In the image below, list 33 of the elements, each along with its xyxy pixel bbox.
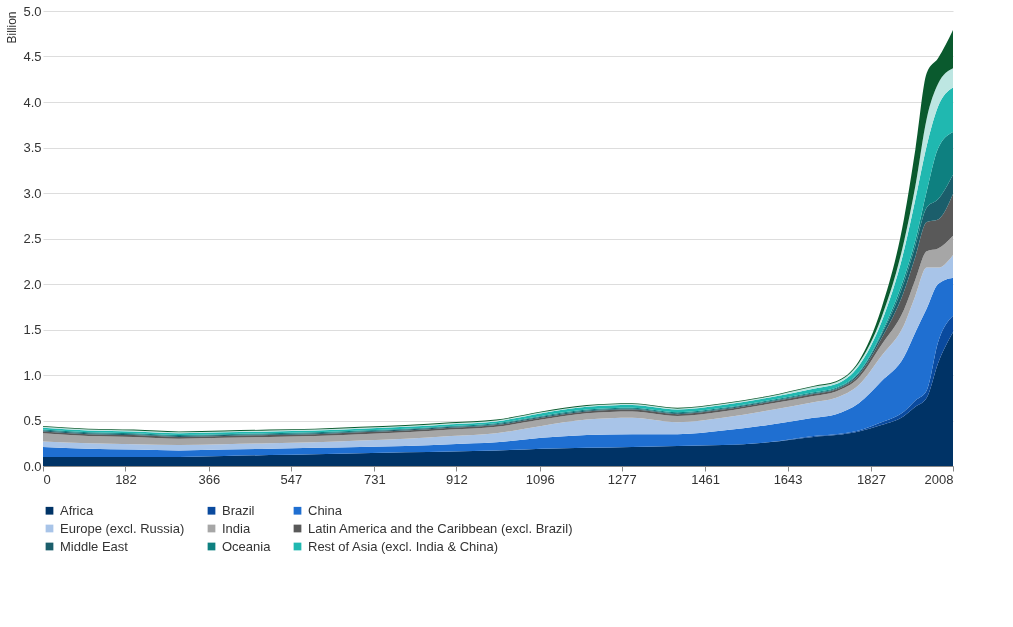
x-tick-label: 547 bbox=[280, 471, 303, 487]
y-tick-label: 3.0 bbox=[23, 185, 42, 201]
x-tick-label: 1277 bbox=[607, 471, 637, 487]
x-tick-label: 1096 bbox=[525, 471, 555, 487]
y-tick-label: 0.0 bbox=[23, 458, 42, 474]
x-tick-label: 912 bbox=[445, 471, 468, 487]
legend-label: Middle East bbox=[60, 538, 129, 554]
legend-label: Rest of Asia (excl. India & China) bbox=[308, 538, 499, 554]
legend-label: Oceania bbox=[222, 538, 272, 554]
legend-label: China bbox=[308, 502, 343, 518]
y-tick-label: 3.5 bbox=[23, 140, 42, 155]
y-tick-label: 0.5 bbox=[23, 413, 42, 428]
legend-label: India bbox=[222, 520, 251, 536]
y-tick-label: 2.0 bbox=[23, 276, 42, 292]
x-tick-label: 1827 bbox=[857, 471, 886, 487]
x-tick-label: 0 bbox=[43, 471, 51, 487]
y-axis-title: Billion bbox=[5, 11, 20, 44]
x-tick-label: 1461 bbox=[691, 471, 721, 487]
legend-label: Brazil bbox=[222, 502, 255, 518]
x-tick-label: 731 bbox=[363, 471, 386, 487]
legend-label: Latin America and the Caribbean (excl. Brazil) bbox=[308, 520, 573, 536]
x-tick-label: 366 bbox=[198, 471, 221, 487]
x-tick-label: 182 bbox=[115, 471, 137, 487]
x-tick-label: 2008 bbox=[924, 471, 954, 487]
legend-label: Africa bbox=[60, 502, 94, 518]
y-tick-label: 5.0 bbox=[23, 3, 42, 19]
x-tick-label: 1643 bbox=[773, 471, 803, 487]
y-tick-label: 4.0 bbox=[23, 94, 42, 110]
y-tick-label: 1.5 bbox=[23, 322, 42, 337]
y-tick-label: 1.0 bbox=[23, 367, 42, 383]
y-tick-label: 2.5 bbox=[23, 231, 42, 246]
y-tick-label: 4.5 bbox=[23, 49, 42, 64]
legend-label: Europe (excl. Russia) bbox=[60, 520, 185, 536]
